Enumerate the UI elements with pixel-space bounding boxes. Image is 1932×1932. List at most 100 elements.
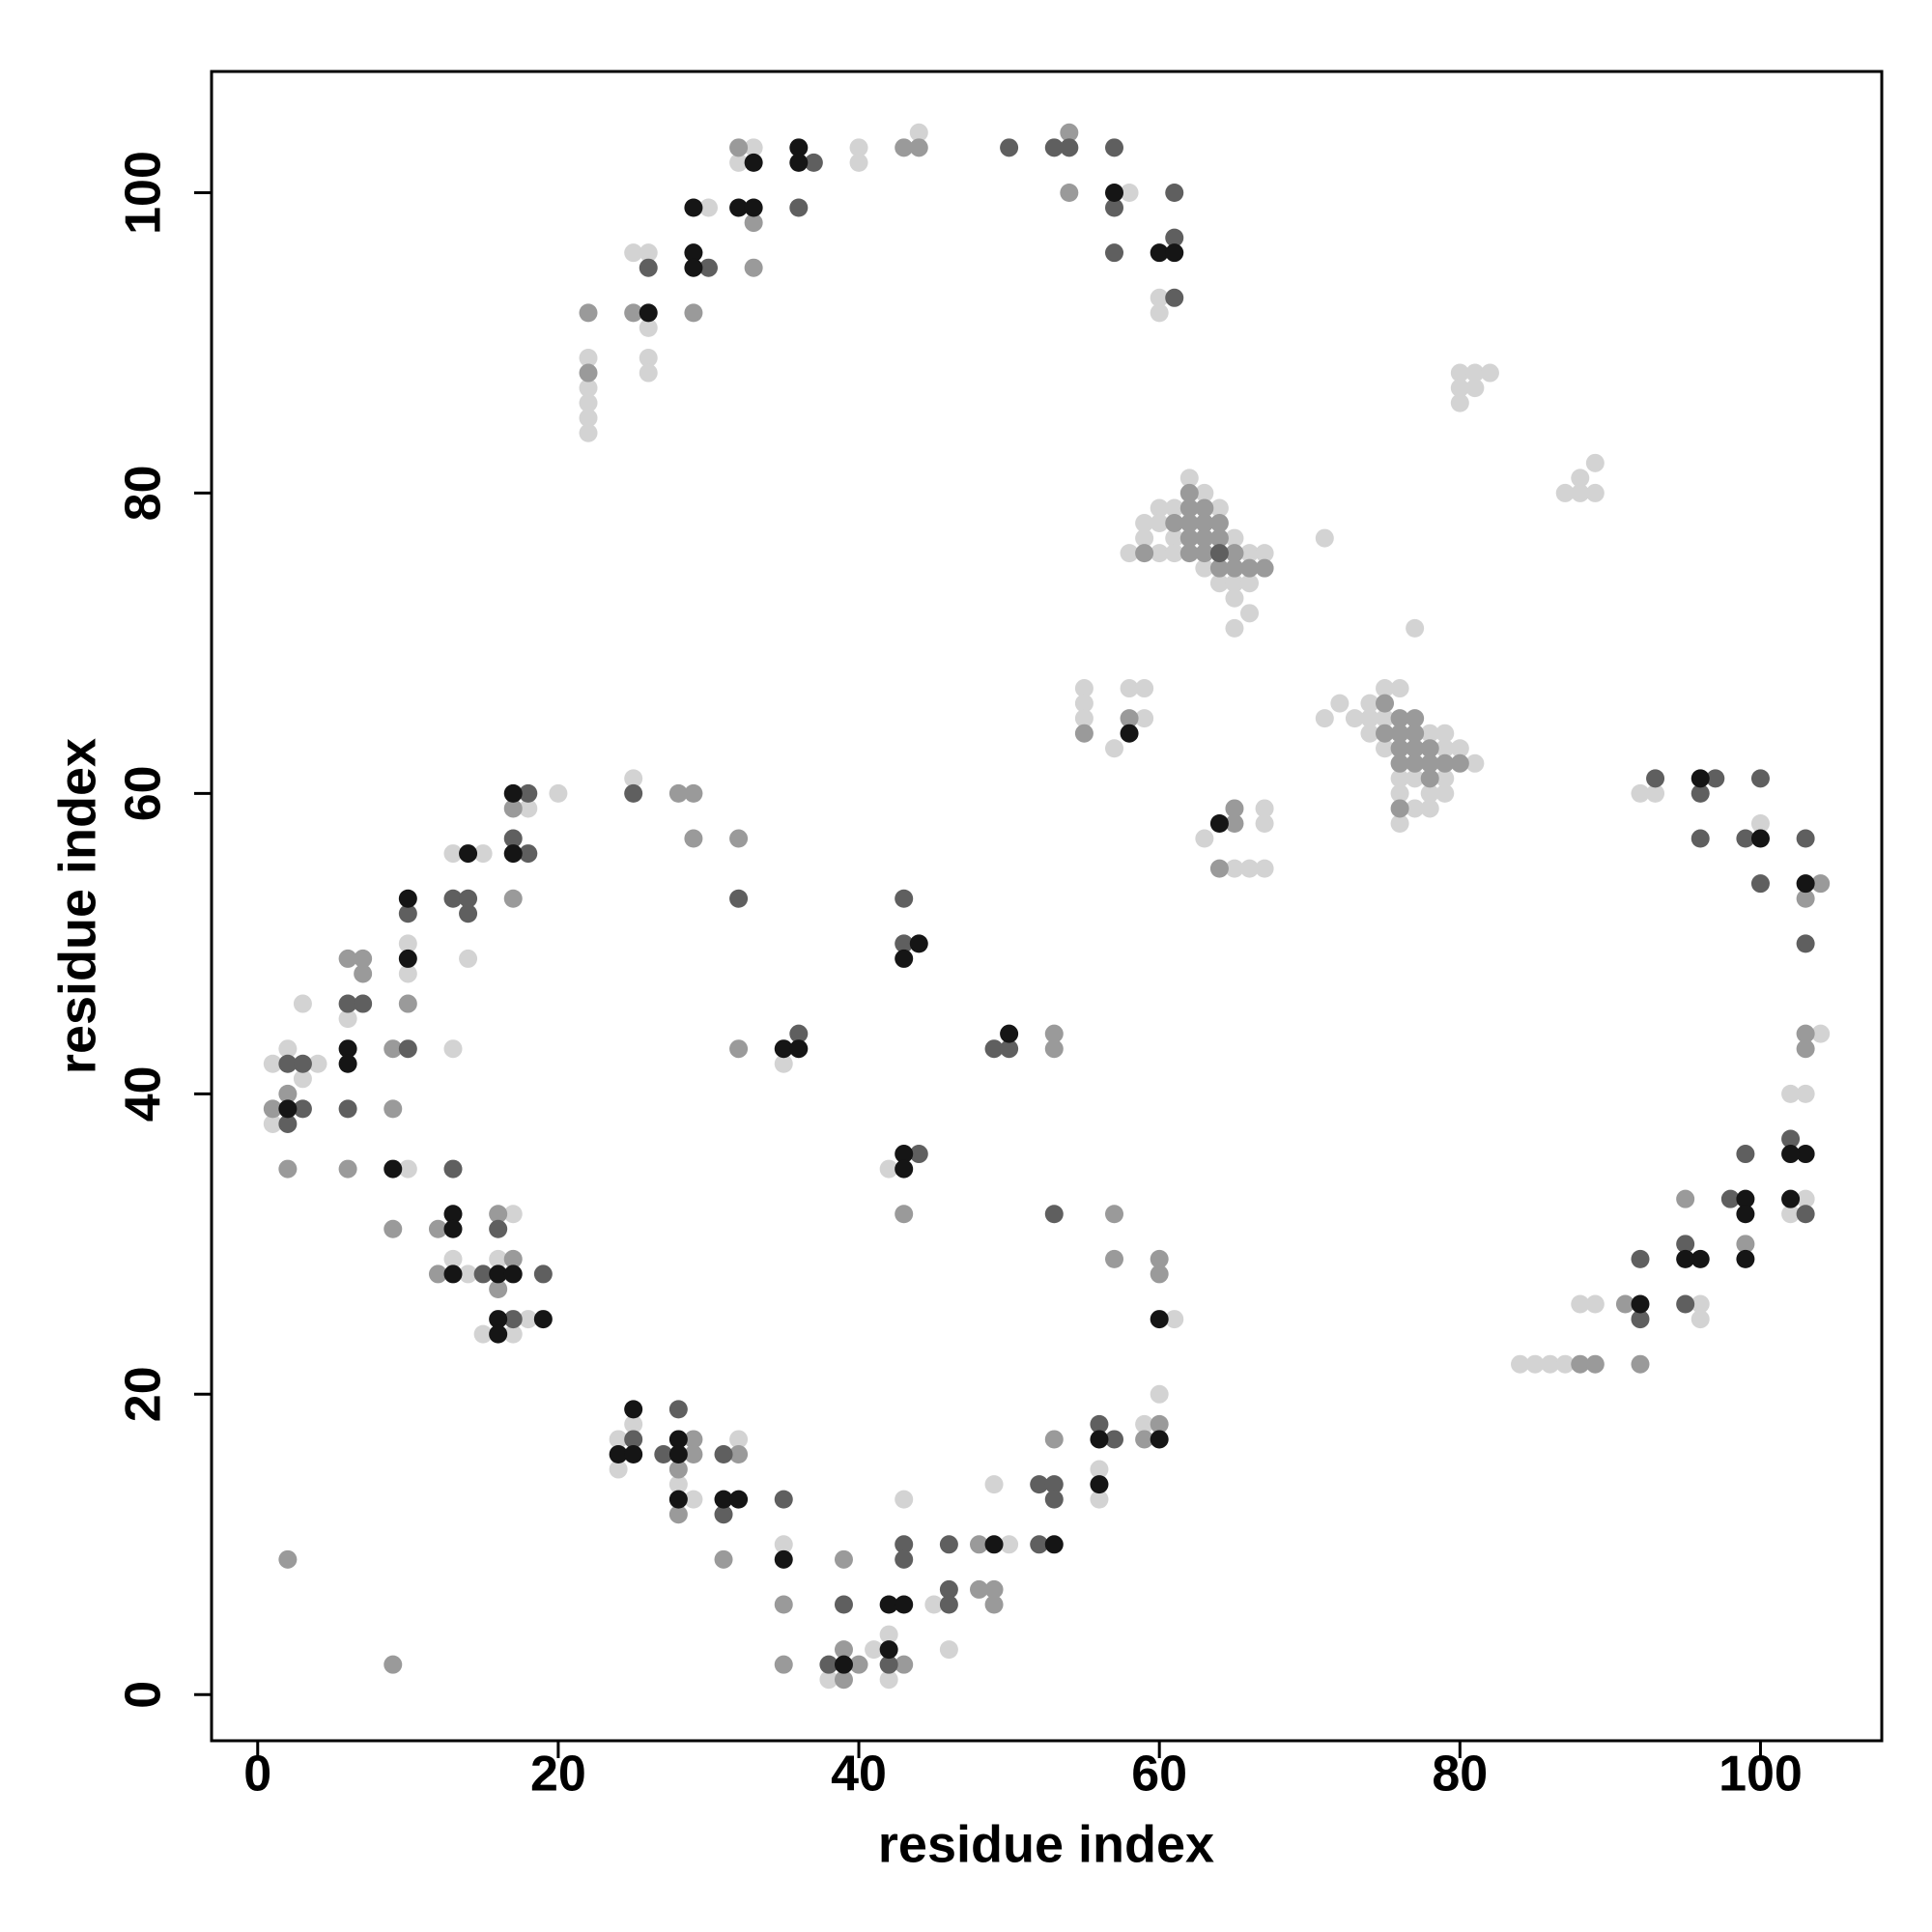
contact-point — [1750, 874, 1770, 894]
contact-point — [1390, 813, 1409, 833]
contact-point — [1135, 1430, 1154, 1449]
contact-point — [489, 1219, 508, 1238]
contact-point — [263, 1114, 282, 1133]
contact-point — [1179, 469, 1199, 488]
contact-point — [338, 949, 357, 968]
contact-point — [1240, 604, 1260, 623]
contact-point — [579, 303, 598, 323]
contact-point — [1690, 829, 1710, 848]
contact-point — [293, 1054, 312, 1073]
contact-point — [1195, 829, 1214, 848]
contact-point — [1690, 1310, 1710, 1329]
contact-point — [1796, 1084, 1815, 1103]
contact-point — [293, 1069, 312, 1089]
contact-point — [609, 1460, 628, 1479]
contact-point — [1465, 363, 1485, 383]
contact-point — [1631, 1294, 1650, 1314]
contact-point — [895, 1595, 914, 1614]
contact-point — [1690, 769, 1710, 788]
contact-point — [684, 1490, 703, 1509]
contact-point — [895, 1490, 914, 1509]
contact-point — [293, 1099, 312, 1119]
contact-point — [1030, 1475, 1049, 1494]
contact-point — [1135, 709, 1154, 728]
contact-point — [1090, 1490, 1109, 1509]
contact-point — [1150, 514, 1169, 533]
contact-point — [519, 1310, 538, 1329]
contact-point — [503, 889, 523, 908]
contact-point — [1240, 558, 1260, 578]
contact-point — [668, 783, 688, 803]
contact-point — [338, 1099, 357, 1119]
contact-point — [1796, 1024, 1815, 1043]
contact-point — [1179, 498, 1199, 518]
contact-point — [384, 1655, 403, 1674]
contact-point — [443, 1039, 463, 1059]
contact-point — [684, 198, 703, 217]
contact-point — [684, 829, 703, 848]
contact-point — [519, 799, 538, 818]
contact-point — [579, 393, 598, 412]
contact-point — [1736, 1205, 1755, 1224]
contact-point — [1105, 183, 1124, 202]
contact-point — [1225, 618, 1244, 638]
contact-point — [1074, 694, 1094, 713]
contact-point — [443, 1205, 463, 1224]
contact-point — [895, 138, 914, 157]
contact-point — [1390, 709, 1409, 728]
contact-point — [1165, 498, 1184, 518]
contact-point — [639, 258, 658, 277]
contact-point — [1465, 379, 1485, 398]
contact-point — [384, 1159, 403, 1179]
contact-point — [1420, 769, 1439, 788]
contact-point — [1585, 453, 1605, 472]
contact-point — [895, 949, 914, 968]
contact-point — [1420, 799, 1439, 818]
contact-point — [668, 1445, 688, 1464]
x-axis-title: residue index — [878, 1815, 1214, 1873]
contact-point — [459, 889, 478, 908]
contact-point — [1150, 1414, 1169, 1434]
contact-point — [1811, 874, 1831, 894]
contact-point — [1796, 934, 1815, 953]
contact-point — [909, 1145, 928, 1164]
contact-point — [1450, 753, 1469, 773]
contact-point — [398, 1159, 417, 1179]
contact-point — [895, 1205, 914, 1224]
contact-point — [1345, 709, 1364, 728]
contact-point — [278, 1084, 298, 1103]
contact-point — [1736, 1189, 1755, 1208]
contact-point — [1044, 1205, 1064, 1224]
contact-point — [1030, 1535, 1049, 1554]
contact-point — [819, 1655, 838, 1674]
contact-point — [774, 1595, 793, 1614]
contact-point — [1360, 694, 1379, 713]
contact-point — [909, 934, 928, 953]
contact-point — [729, 889, 749, 908]
contact-point — [1330, 694, 1350, 713]
contact-point — [519, 844, 538, 864]
contact-point — [834, 1549, 853, 1569]
contact-point — [519, 783, 538, 803]
contact-point — [729, 1039, 749, 1059]
y-tick-label: 80 — [116, 466, 172, 522]
contact-point — [849, 153, 868, 172]
contact-point — [639, 363, 658, 383]
contact-point — [924, 1595, 944, 1614]
contact-point — [684, 1430, 703, 1449]
contact-point — [714, 1549, 733, 1569]
contact-point — [579, 423, 598, 442]
contact-point — [624, 1414, 643, 1434]
contact-point — [1796, 874, 1815, 894]
contact-point — [698, 258, 718, 277]
y-tick-label: 100 — [116, 151, 172, 235]
contact-point — [459, 1264, 478, 1284]
contact-point — [789, 1039, 809, 1059]
contact-point — [1255, 799, 1274, 818]
contact-point — [1781, 1145, 1801, 1164]
contact-point — [939, 1535, 958, 1554]
contact-point — [1240, 574, 1260, 593]
x-tick-label: 0 — [243, 1747, 271, 1803]
contact-point — [789, 138, 809, 157]
contact-point — [1179, 483, 1199, 502]
